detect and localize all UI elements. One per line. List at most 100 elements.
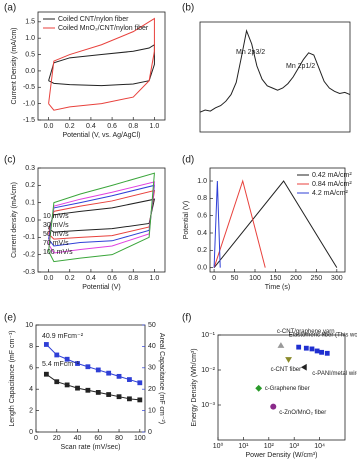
x-tick-label: 0.4 bbox=[86, 123, 96, 130]
panel-label: (f) bbox=[182, 313, 191, 324]
y-tick-label: 10⁻¹ bbox=[201, 332, 215, 339]
series-line bbox=[213, 180, 338, 268]
x-tick-label: 20 bbox=[53, 435, 61, 442]
plot-frame bbox=[199, 21, 351, 133]
x-axis-label: Potential (V) bbox=[82, 284, 121, 291]
y-tick-label: 1.0 bbox=[197, 178, 207, 185]
x-tick-label: 50 bbox=[231, 275, 239, 282]
series-line bbox=[199, 29, 351, 113]
x-axis-label: Power Density (W/cm³) bbox=[246, 452, 318, 459]
series-line bbox=[48, 43, 155, 87]
y-tick-label: 0.5 bbox=[25, 51, 35, 58]
marker bbox=[303, 345, 309, 351]
y-tick-label: -0.1 bbox=[23, 234, 35, 241]
series-line bbox=[48, 172, 155, 263]
marker bbox=[95, 390, 101, 395]
x-tick-label: 10⁰ bbox=[213, 442, 224, 450]
point-label: c-CNT/graphene yarn bbox=[277, 329, 335, 335]
y-tick-label: 0.1 bbox=[25, 200, 35, 207]
marker bbox=[43, 342, 49, 347]
legend-label: 50 mV/s bbox=[43, 231, 69, 238]
marker bbox=[255, 384, 263, 392]
y-tick-label: 10 bbox=[25, 322, 33, 329]
annotation: 5.4 mFcm⁻¹ bbox=[42, 361, 80, 368]
marker bbox=[137, 397, 143, 403]
marker bbox=[85, 364, 91, 370]
y-tick-label: 0.3 bbox=[25, 165, 35, 172]
y2-axis-label: Areal Capacitance (mF cm⁻²) bbox=[158, 333, 165, 424]
x-tick-label: 10⁴ bbox=[314, 443, 325, 450]
marker bbox=[314, 348, 320, 354]
x-tick-label: 10² bbox=[264, 443, 275, 450]
panel-label: (e) bbox=[4, 313, 16, 324]
x-tick-label: 200 bbox=[290, 275, 302, 282]
y-tick-label: 4 bbox=[29, 386, 33, 393]
x-tick-label: 60 bbox=[94, 435, 102, 442]
y-axis-label: Current density (mA/cm) bbox=[11, 182, 18, 258]
marker bbox=[75, 385, 80, 391]
panel-label: (b) bbox=[182, 3, 194, 14]
y-tick-label: 10⁻² bbox=[201, 367, 215, 374]
x-tick-label: 150 bbox=[270, 275, 282, 282]
x-tick-label: 10¹ bbox=[238, 443, 249, 450]
annotation: Mn 2p1/2 bbox=[286, 63, 315, 70]
marker bbox=[127, 396, 132, 402]
y2-tick-label: 40 bbox=[148, 343, 156, 350]
marker bbox=[309, 346, 315, 352]
x-tick-label: 0 bbox=[212, 275, 216, 282]
y-tick-label: 0.2 bbox=[25, 182, 35, 189]
series-line bbox=[46, 373, 140, 401]
x-tick-label: 250 bbox=[311, 275, 323, 282]
point-label: c-CNT fiber bbox=[271, 367, 302, 373]
y-tick-label: 10⁻³ bbox=[201, 402, 215, 409]
x-axis-label: Potential (V, vs. Ag/AgCl) bbox=[63, 132, 141, 139]
marker bbox=[64, 356, 70, 362]
x-tick-label: 0.2 bbox=[65, 123, 75, 130]
y-tick-label: -1.5 bbox=[23, 117, 35, 124]
y-tick-label: 6 bbox=[29, 365, 33, 372]
point-label: Elastomeric fiber (This work) bbox=[289, 333, 357, 339]
y-tick-label: 1.0 bbox=[25, 35, 35, 42]
legend-label: 0.42 mA/cm² bbox=[312, 172, 352, 179]
marker bbox=[319, 349, 325, 355]
series-line bbox=[48, 17, 155, 111]
x-tick-label: 0.0 bbox=[44, 275, 54, 282]
plot-frame bbox=[217, 334, 346, 441]
y-tick-label: 0.0 bbox=[197, 265, 207, 272]
y-tick-label: -0.3 bbox=[23, 269, 35, 276]
legend-label: 70 mV/s bbox=[43, 240, 69, 247]
x-tick-label: 1.0 bbox=[150, 275, 160, 282]
series-line bbox=[46, 344, 140, 384]
series-line bbox=[213, 179, 266, 268]
series-line bbox=[213, 180, 221, 268]
y2-tick-label: 50 bbox=[148, 322, 156, 329]
x-tick-label: 0.2 bbox=[65, 275, 75, 282]
marker bbox=[137, 380, 143, 386]
y-tick-label: 0.0 bbox=[25, 217, 35, 224]
y-tick-label: -0.5 bbox=[23, 84, 35, 91]
x-tick-label: 40 bbox=[74, 435, 82, 442]
x-tick-label: 1.0 bbox=[150, 123, 160, 130]
annotation: 40.9 mFcm⁻² bbox=[42, 333, 84, 340]
marker bbox=[54, 352, 60, 358]
marker bbox=[106, 392, 112, 397]
marker bbox=[300, 363, 307, 371]
legend-label: Coiled CNT/nylon fiber bbox=[58, 16, 129, 23]
x-tick-label: 0.6 bbox=[107, 275, 117, 282]
marker bbox=[127, 377, 132, 382]
marker bbox=[75, 361, 80, 366]
legend-label: 0.84 mA/cm² bbox=[312, 181, 352, 188]
y2-tick-label: 30 bbox=[148, 365, 156, 372]
marker bbox=[270, 403, 277, 410]
y-tick-label: 0.8 bbox=[197, 195, 207, 202]
panel-label: (c) bbox=[4, 155, 16, 166]
legend-label: Coiled MnO₂/CNT/nylon fiber bbox=[58, 25, 149, 32]
marker bbox=[85, 387, 91, 393]
y-tick-label: 1.5 bbox=[25, 19, 35, 26]
marker bbox=[106, 370, 112, 376]
marker bbox=[277, 342, 285, 348]
y-tick-label: 0.0 bbox=[25, 68, 35, 75]
x-tick-label: 0 bbox=[34, 435, 38, 442]
legend-label: 4.2 mA/cm² bbox=[312, 190, 348, 197]
